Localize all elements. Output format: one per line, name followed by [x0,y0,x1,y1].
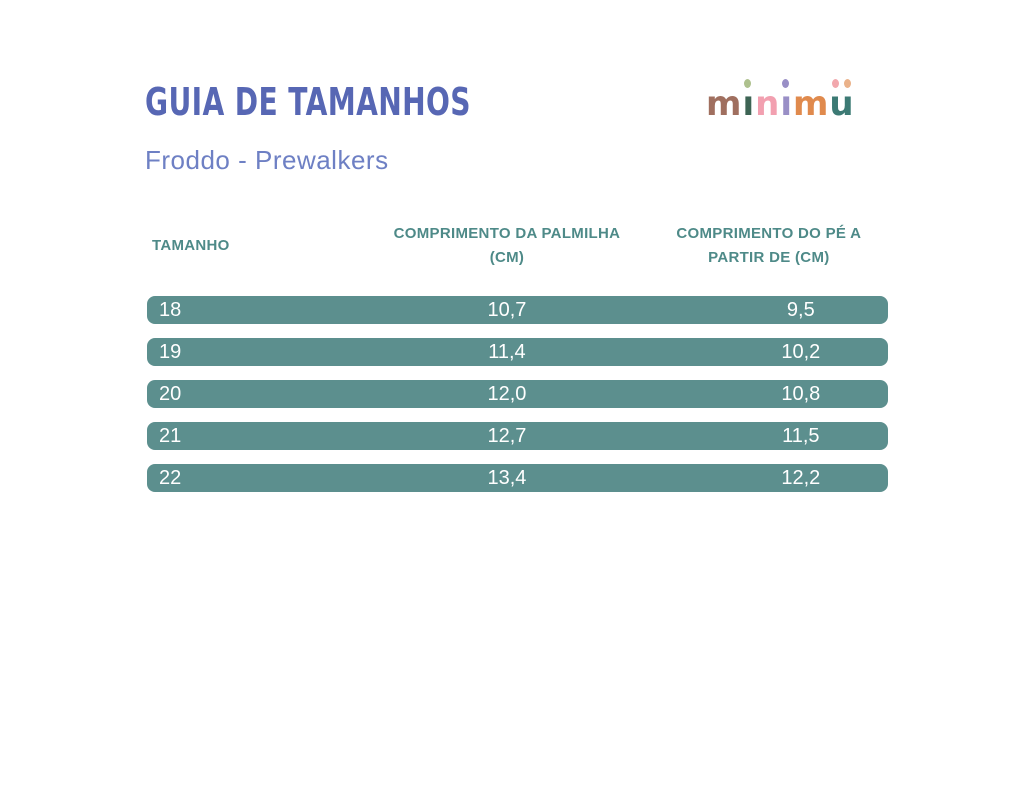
cell-insole-length: 13,4 [487,466,527,489]
column-header-palmilha: COMPRIMENTO DA PALMILHA (CM) [340,222,673,270]
column-header-pe-line2: PARTIR DE (CM) [708,249,830,266]
table-row: 18 10,7 9,5 [147,296,888,324]
cell-foot-length: 10,2 [781,340,821,363]
cell-insole-length: 10,7 [487,298,527,321]
column-header-palmilha-line2: (CM) [489,249,525,266]
column-header-pe-line1: COMPRIMENTO DO PÉ A [676,225,862,242]
size-table: TAMANHO COMPRIMENTO DA PALMILHA (CM) COM… [147,222,888,506]
table-row: 21 12,7 11,5 [147,422,888,450]
logo-letter-m2: m [792,84,830,124]
column-header-pe: COMPRIMENTO DO PÉ A PARTIR DE (CM) [658,222,880,270]
page-title: GUIA DE TAMANHOS [145,80,471,124]
cell-foot-length: 11,5 [782,424,820,447]
table-row: 20 12,0 10,8 [147,380,888,408]
cell-size: 18 [159,298,182,321]
logo-umlaut-left-dot-icon [832,79,840,88]
table-row: 22 13,4 12,2 [147,464,888,492]
cell-size: 22 [159,466,182,489]
cell-foot-length: 10,8 [781,382,821,405]
minimu-logo: m ı n ı m u [706,79,855,124]
column-header-tamanho: TAMANHO [152,237,230,254]
logo-letter-i2: ı [780,79,793,123]
cell-foot-length: 9,5 [786,298,815,321]
cell-insole-length: 12,0 [487,382,527,405]
cell-size: 19 [159,340,182,363]
logo-letter-n: n [755,84,781,124]
cell-insole-length: 12,7 [487,424,527,447]
logo-i2-dot-icon [782,79,790,88]
column-header-palmilha-line1: COMPRIMENTO DA PALMILHA [393,225,621,242]
logo-letter-u: u [829,79,854,123]
logo-umlaut-right-dot-icon [844,79,852,88]
table-body: 18 10,7 9,5 19 11,4 10,2 20 12,0 10,8 21… [147,296,888,492]
logo-i1-dot-icon [744,79,752,88]
table-row: 19 11,4 10,2 [147,338,888,366]
cell-size: 20 [159,382,182,405]
cell-size: 21 [159,424,182,447]
logo-letter-m1: m [706,84,743,124]
table-header-row: TAMANHO COMPRIMENTO DA PALMILHA (CM) COM… [147,222,888,270]
cell-insole-length: 11,4 [488,340,526,363]
cell-foot-length: 12,2 [781,466,821,489]
logo-letter-i1: ı [742,79,755,123]
page-subtitle: Froddo - Prewalkers [145,145,389,175]
